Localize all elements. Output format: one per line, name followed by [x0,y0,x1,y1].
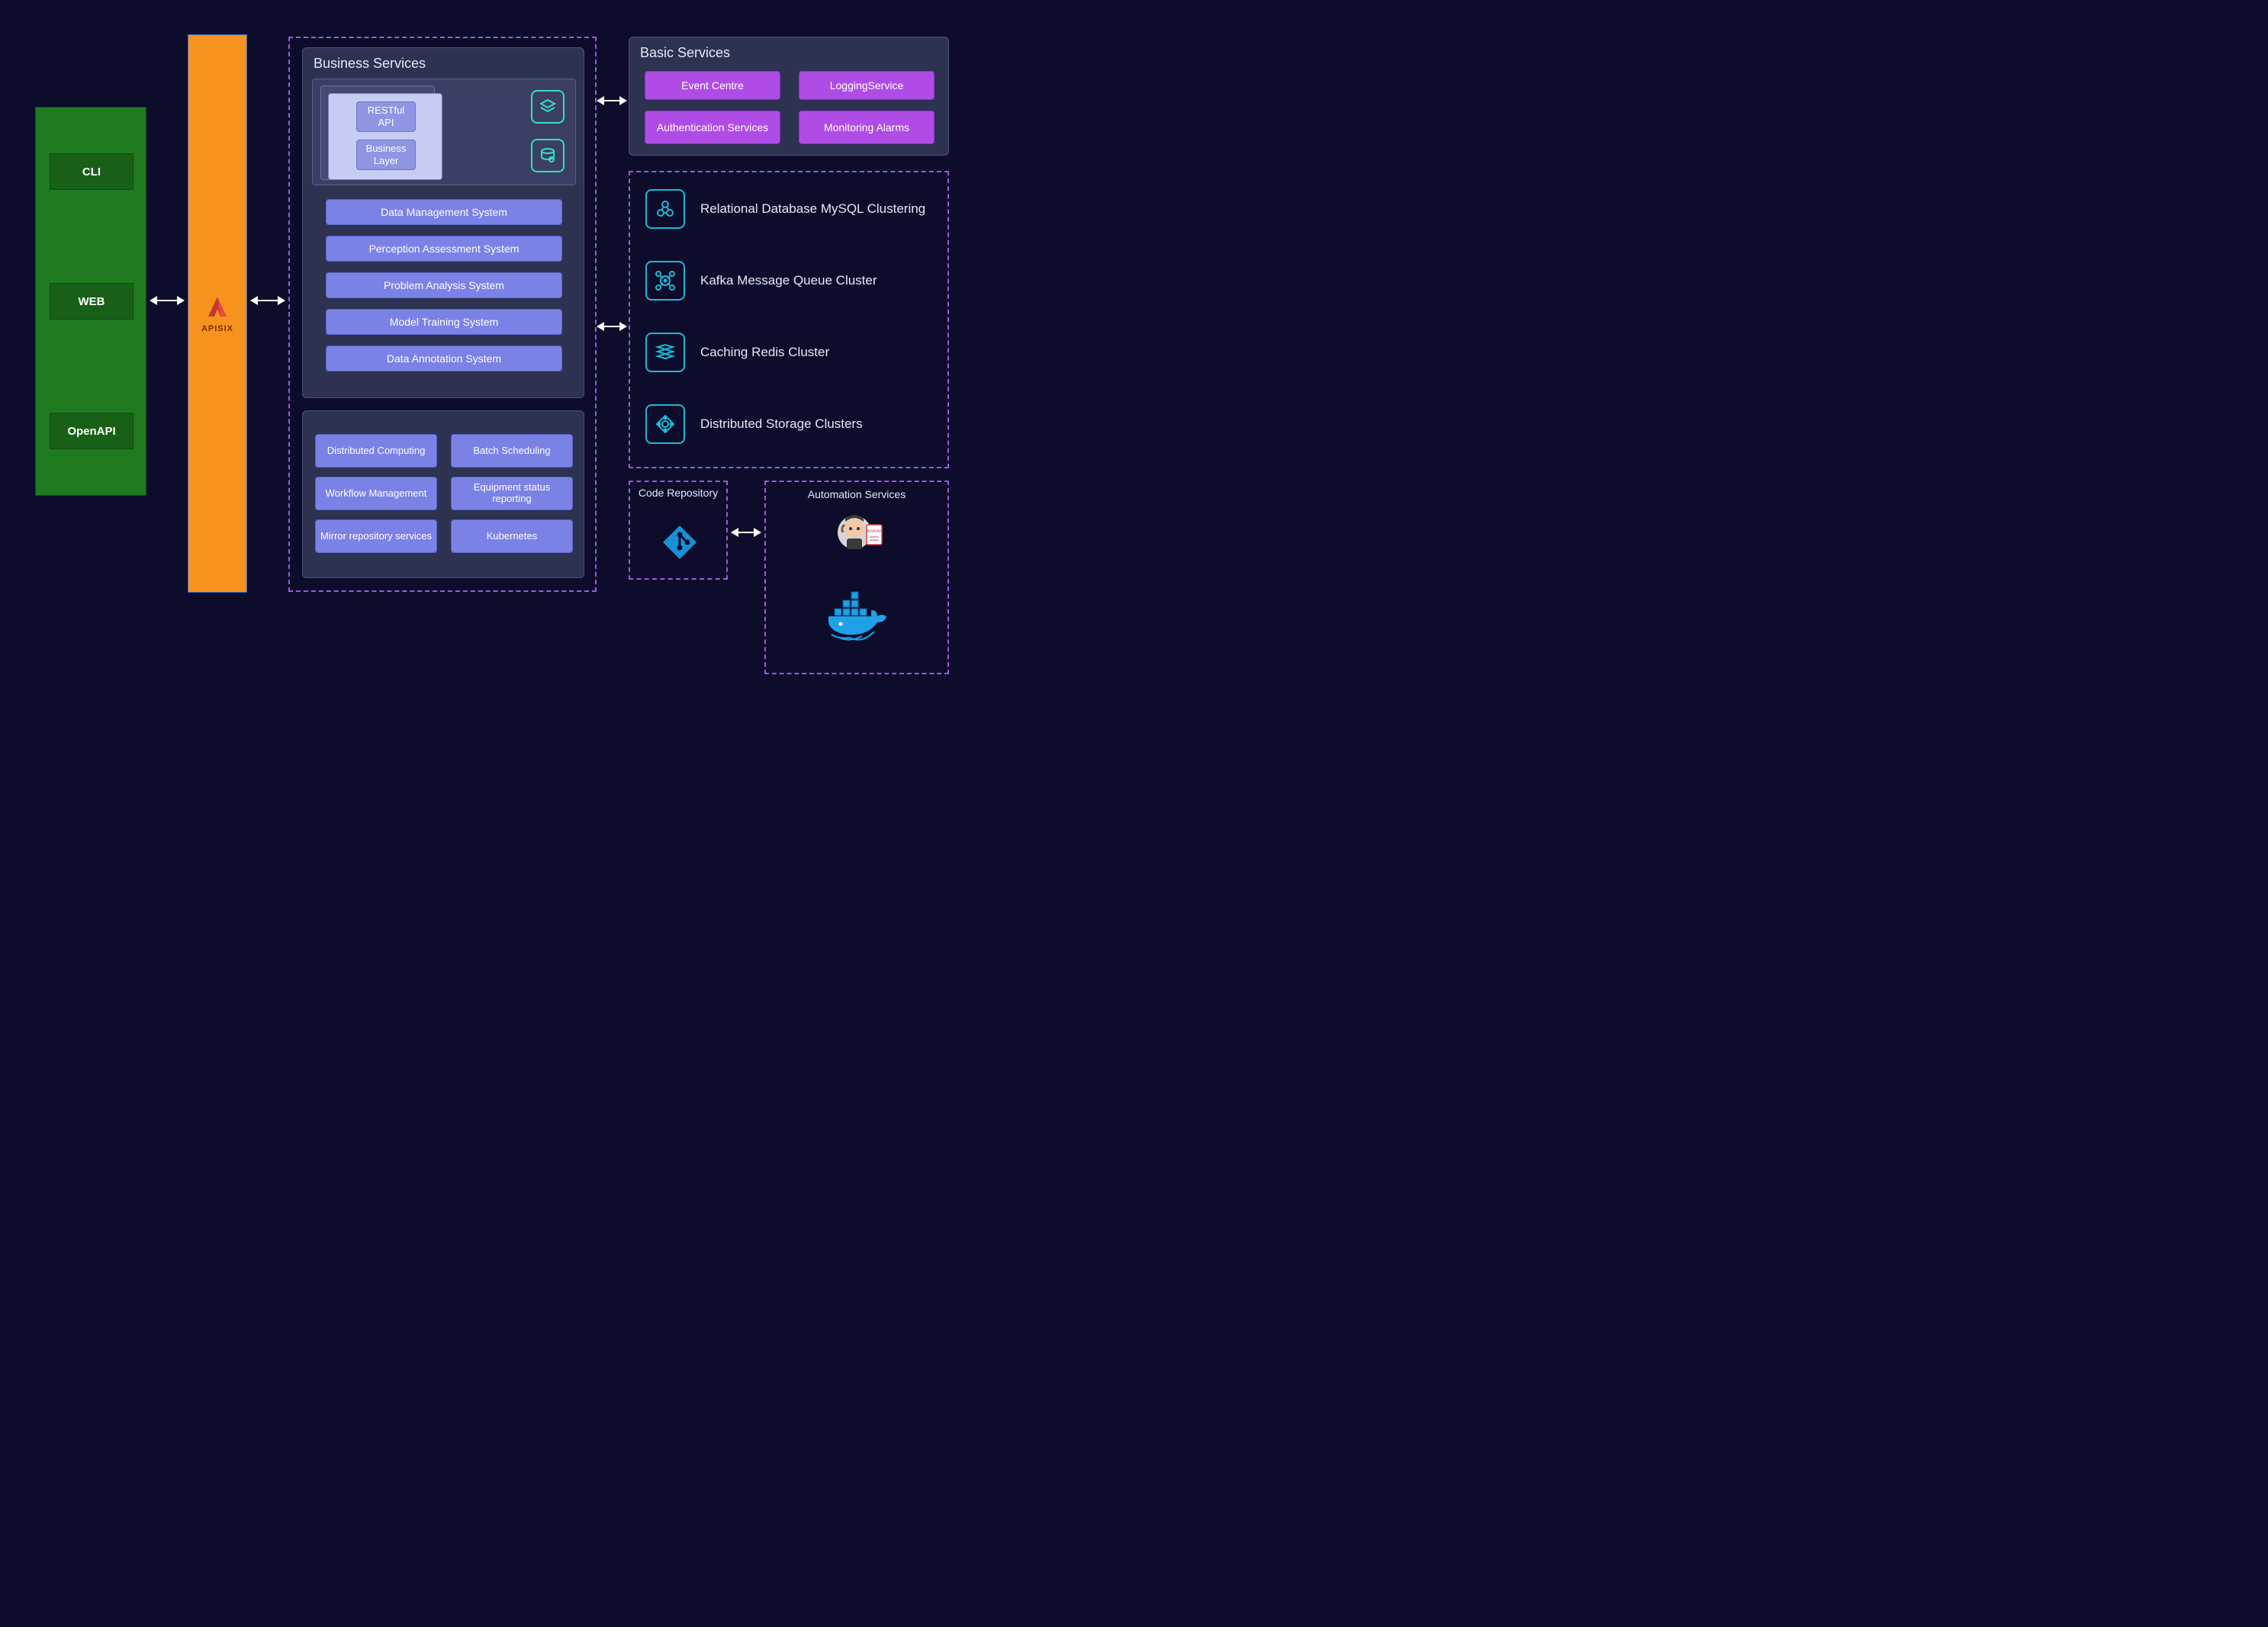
system-pill: Data Annotation System [326,346,562,371]
automation-panel: Automation Services JENKINS [764,481,949,674]
basic-label: Authentication Services [657,121,768,133]
clients-panel: CLI WEB OpenAPI [35,107,146,496]
gateway-label: APISIX [201,324,233,333]
infra-label: Caching Redis Cluster [700,344,829,360]
system-pill: Perception Assessment System [326,236,562,262]
automation-title: Automation Services [766,482,947,500]
storage-icon [645,404,685,444]
basic-label: LoggingService [830,79,904,92]
system-pill: Data Management System [326,199,562,225]
infra-row: Distributed Storage Clusters [645,404,863,444]
restful-api-label: RESTful API [356,101,416,132]
system-label: Problem Analysis System [384,279,504,291]
platform-label: Kubernetes [487,531,538,542]
arrow-gateway-services [250,296,285,305]
business-layer-label: Business Layer [356,140,416,170]
basic-chip: LoggingService [799,71,935,100]
system-pill: Problem Analysis System [326,272,562,298]
stack-front-card: RESTful API Business Layer [328,93,442,180]
business-services-title: Business Services [303,48,584,75]
jenkins-icon: JENKINS [832,510,885,563]
business-layer-text: Business Layer [362,143,410,166]
client-label: CLI [82,166,101,178]
system-pill: Model Training System [326,309,562,335]
docker-icon [824,589,893,647]
apisix-logo-icon [204,294,231,321]
system-label: Model Training System [390,316,498,328]
platform-label: Distributed Computing [327,445,426,457]
client-openapi: OpenAPI [50,413,134,449]
arrow-biz-basic [597,96,627,105]
system-label: Data Management System [381,206,507,218]
layers-icon [531,90,565,124]
platform-chip: Workflow Management [315,477,437,510]
platform-chip: Distributed Computing [315,434,437,468]
basic-label: Event Centre [681,79,744,92]
infra-row: Relational Database MySQL Clustering [645,189,925,229]
apisix-gateway: APISIX [188,34,247,593]
business-stack-panel: RESTful API Business Layer [312,79,576,185]
cluster-icon [645,189,685,229]
client-web: WEB [50,283,134,320]
platform-label: Mirror repository services [320,531,432,542]
client-label: WEB [79,295,105,308]
platform-chip: Batch Scheduling [451,434,573,468]
system-label: Data Annotation System [387,352,501,365]
git-icon [661,523,699,561]
kafka-icon [645,261,685,301]
client-cli: CLI [50,153,134,190]
arrow-repo-automation [731,528,761,537]
basic-chip: Monitoring Alarms [799,111,935,144]
client-label: OpenAPI [67,425,115,438]
platform-card: Distributed Computing Batch Scheduling W… [302,410,584,578]
business-services-card: Business Services RESTful API Business L… [302,47,584,398]
platform-label: Equipment status reporting [456,482,568,505]
infra-row: Kafka Message Queue Cluster [645,261,877,301]
basic-services-card: Basic Services Event Centre LoggingServi… [629,37,949,156]
basic-chip: Authentication Services [645,111,780,144]
arrow-client-gateway [150,296,185,305]
infra-label: Relational Database MySQL Clustering [700,201,925,217]
platform-chip: Kubernetes [451,519,573,553]
platform-label: Workflow Management [326,488,427,500]
svg-text:JENKINS: JENKINS [866,529,883,534]
basic-chip: Event Centre [645,71,780,100]
basic-label: Monitoring Alarms [824,121,909,133]
platform-label: Batch Scheduling [473,445,550,457]
platform-chip: Equipment status reporting [451,477,573,510]
code-repo-title: Code Repository [630,482,726,500]
infra-label: Distributed Storage Clusters [700,416,863,432]
code-repo-panel: Code Repository [629,481,728,580]
redis-icon [645,333,685,372]
infra-label: Kafka Message Queue Cluster [700,272,877,288]
system-label: Perception Assessment System [369,243,520,255]
arrow-biz-infra [597,322,627,331]
db-config-icon [531,139,565,172]
platform-chip: Mirror repository services [315,519,437,553]
basic-services-title: Basic Services [629,37,948,64]
restful-api-text: RESTful API [362,105,410,128]
infra-row: Caching Redis Cluster [645,333,829,372]
